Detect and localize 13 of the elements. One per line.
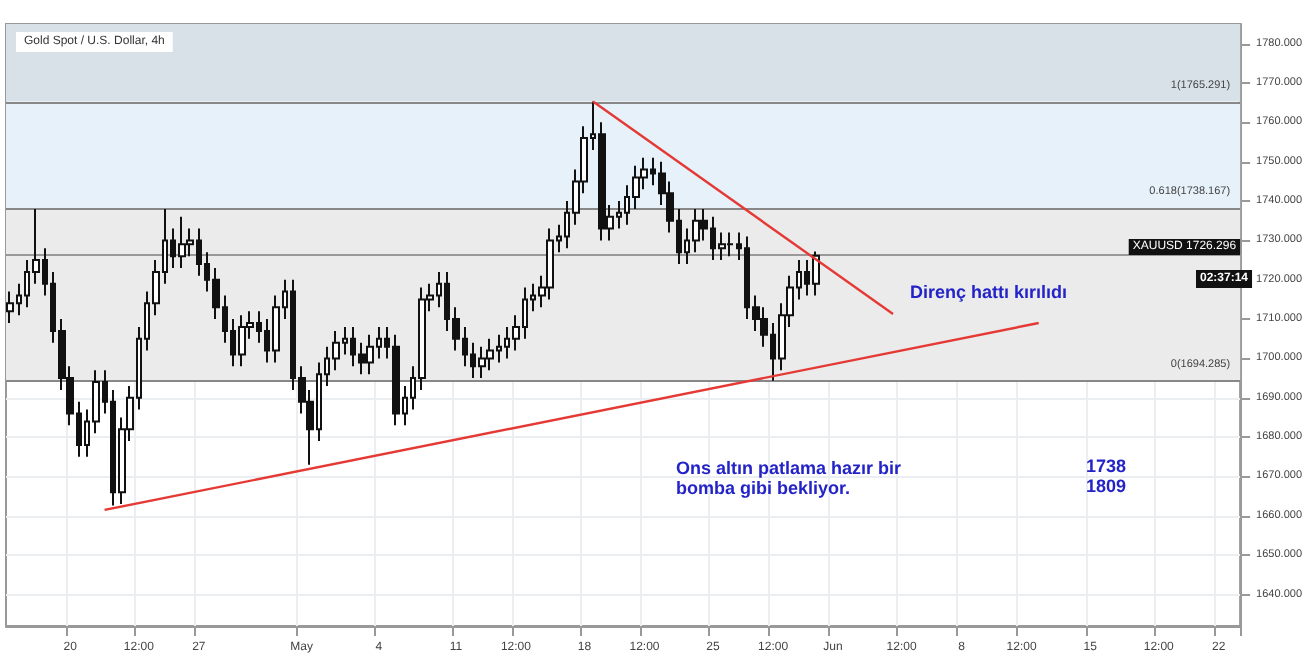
candlestick bbox=[486, 337, 494, 372]
candlestick bbox=[726, 231, 734, 258]
candlestick bbox=[366, 333, 374, 376]
candlestick bbox=[392, 333, 400, 427]
candlestick bbox=[478, 345, 486, 380]
candlestick bbox=[238, 314, 246, 368]
candlestick bbox=[6, 290, 14, 325]
candlestick bbox=[178, 215, 186, 269]
annotation: 1738 1809 bbox=[1086, 456, 1127, 496]
candlestick bbox=[812, 250, 820, 297]
annotation: Direnç hattı kırılıdı bbox=[910, 282, 1068, 302]
candlestick bbox=[546, 227, 554, 301]
annotation: Ons altın patlama hazır bir bomba gibi bekliyor. bbox=[676, 458, 903, 498]
